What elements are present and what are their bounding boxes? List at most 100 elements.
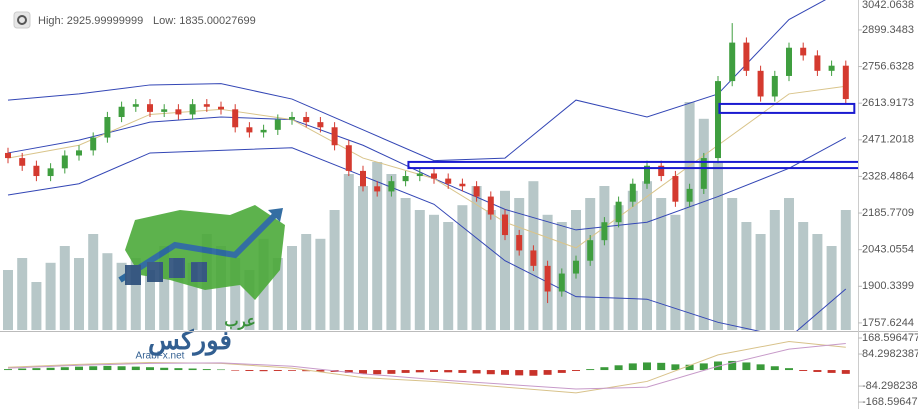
macd-bar xyxy=(273,370,282,371)
candle-body xyxy=(601,222,608,241)
macd-bar xyxy=(699,363,708,371)
volume-bar xyxy=(130,258,141,330)
macd-bar xyxy=(46,367,55,371)
y-tick-label: 2899.3483 xyxy=(862,24,914,36)
candle-body xyxy=(303,117,310,123)
volume-bar xyxy=(698,118,709,330)
candle-body xyxy=(161,109,168,112)
volume-bar xyxy=(443,222,454,330)
volume-bar xyxy=(343,174,354,330)
logo-arabic-main: فوركس xyxy=(148,325,232,356)
macd-bar xyxy=(202,369,211,371)
candle-body xyxy=(573,260,579,274)
volume-bar xyxy=(272,258,283,330)
candle-body xyxy=(729,42,736,82)
macd-bar xyxy=(586,369,595,371)
candle-body xyxy=(47,168,54,177)
macd-bar xyxy=(32,368,41,371)
macd-bar xyxy=(174,368,183,371)
candle-body xyxy=(5,152,11,159)
candle-body xyxy=(487,196,494,215)
candle-body xyxy=(672,176,679,202)
macd-bar xyxy=(643,362,651,371)
y-tick-label: 2471.2018 xyxy=(862,134,914,146)
volume-bar xyxy=(59,246,70,330)
settings-button[interactable] xyxy=(13,11,31,29)
macd-bar xyxy=(316,370,325,372)
candle-body xyxy=(757,70,764,97)
macd-bar xyxy=(131,366,140,371)
candle-body xyxy=(842,65,849,100)
logo-box xyxy=(169,258,185,278)
axis-layer: 3042.0638 2899.3483 2756.6328 2613.9173 2471… xyxy=(858,0,918,408)
macd-bar xyxy=(600,367,609,371)
candle-body xyxy=(658,165,665,177)
volume-bar xyxy=(386,174,397,330)
logo-url: ArabFx.net xyxy=(136,351,185,362)
candle-body xyxy=(232,109,239,128)
y-tick-label: 2185.7709 xyxy=(862,207,914,219)
volume-bar xyxy=(102,253,113,330)
candle-body xyxy=(828,65,835,71)
candle-body xyxy=(360,170,366,187)
macd-bar xyxy=(75,366,83,371)
candle-body xyxy=(459,183,466,187)
candle-body xyxy=(530,250,537,266)
volume-bar xyxy=(31,282,42,330)
candle-body xyxy=(331,127,338,146)
macd-layer xyxy=(4,341,850,394)
candle-body xyxy=(246,127,253,133)
candle-body xyxy=(374,186,381,192)
candle-body xyxy=(502,214,508,236)
macd-bar xyxy=(60,367,69,371)
volume-bar xyxy=(329,210,340,330)
candle-body xyxy=(175,109,182,115)
volume-bar xyxy=(116,262,127,330)
logo-arrow-head xyxy=(268,208,283,222)
volume-bar xyxy=(414,210,425,330)
macd-y-tick-label: -168.596477 xyxy=(862,396,918,408)
candle-body xyxy=(203,104,210,107)
macd-bar xyxy=(515,370,524,376)
zone-box xyxy=(407,160,858,170)
candle-body xyxy=(33,165,40,177)
candle-body xyxy=(289,117,295,120)
macd-bar xyxy=(387,370,396,374)
macd-y-tick-label: 168.5964775 xyxy=(862,332,918,344)
macd-bar xyxy=(103,365,112,371)
volume-bar xyxy=(457,205,468,330)
candle-body xyxy=(345,145,352,171)
volume-bar xyxy=(656,198,667,330)
logo-box xyxy=(125,265,141,285)
volume-bar xyxy=(840,210,851,330)
y-tick-label: 2756.6328 xyxy=(862,60,914,72)
volume-bar xyxy=(670,214,681,330)
volume-bar xyxy=(287,246,297,330)
macd-bar xyxy=(4,369,12,371)
candle-body xyxy=(786,47,792,76)
volume-bar xyxy=(471,186,482,330)
volume-bar xyxy=(145,270,155,330)
volume-bar xyxy=(216,246,226,330)
macd-bar xyxy=(671,364,680,371)
macd-bar xyxy=(614,365,623,371)
macd-bar xyxy=(415,370,424,373)
macd-bar xyxy=(430,370,438,372)
macd-bar xyxy=(344,370,353,373)
candle-body xyxy=(686,188,693,202)
macd-y-tick-label: -84.2982387 xyxy=(862,380,918,392)
logo-box xyxy=(191,262,207,282)
macd-bar xyxy=(359,370,367,374)
candle-body xyxy=(19,158,26,166)
candle-body xyxy=(132,104,139,107)
macd-bar xyxy=(628,363,637,371)
volume-bar xyxy=(755,234,766,330)
macd-bar xyxy=(572,370,580,371)
macd-bar xyxy=(543,370,552,375)
y-tick-label: 2043.0554 xyxy=(862,244,914,256)
volume-bar xyxy=(372,162,383,330)
macd-bar xyxy=(458,370,467,373)
y-tick-label: 2328.4864 xyxy=(862,170,914,182)
volume-bar xyxy=(613,205,624,330)
